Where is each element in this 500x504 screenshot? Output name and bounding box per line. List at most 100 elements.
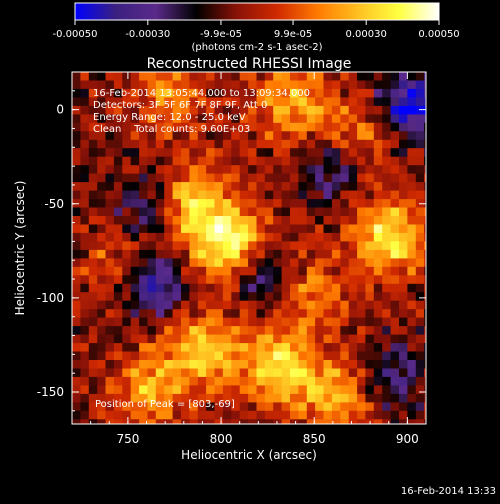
heatmap-cell [290,80,299,90]
heatmap-cell [365,317,375,327]
heatmap-cell [139,402,149,412]
heatmap-cell [139,224,149,234]
heatmap-cell [214,393,224,403]
heatmap-cell [239,292,249,302]
heatmap-cell [181,148,190,158]
heatmap-cell [164,419,174,424]
heatmap-cell [298,292,308,302]
heatmap-cell [122,376,132,386]
heatmap-cell [298,343,308,353]
heatmap-cell [315,283,325,293]
heatmap-cell [281,97,291,107]
heatmap-cell [181,334,190,344]
heatmap-cell [323,88,333,98]
heatmap-cell [298,241,308,251]
heatmap-cell [273,300,283,310]
heatmap-cell [214,283,224,293]
heatmap-cell [197,343,207,353]
heatmap-cell [206,419,216,424]
heatmap-cell [155,300,165,310]
heatmap-cell [365,190,375,200]
heatmap-cell [273,88,283,98]
heatmap-cell [147,393,157,403]
heatmap-cell [407,139,417,149]
heatmap-cell [415,309,425,319]
heatmap-cell [222,224,232,234]
heatmap-cell [97,376,107,386]
heatmap-cell [155,368,165,378]
heatmap-cell [357,258,367,268]
heatmap-cell [80,343,90,353]
heatmap-cell [130,292,140,302]
heatmap-cell [231,182,241,192]
heatmap-cell [181,326,190,336]
heatmap-cell [72,88,81,98]
heatmap-cell [281,114,291,124]
heatmap-cell [382,216,392,226]
heatmap-cell [231,199,241,209]
heatmap-cell [105,241,115,251]
heatmap-cell [239,309,249,319]
heatmap-cell [122,334,132,344]
heatmap-cell [197,385,207,395]
heatmap-cell [147,97,157,107]
heatmap-cell [315,249,325,259]
heatmap-cell [264,360,274,370]
heatmap-cell [248,97,258,107]
heatmap-cell [348,249,358,259]
heatmap-cell [340,376,350,386]
heatmap-cell [206,249,216,259]
heatmap-cell [130,80,140,90]
heatmap-cell [72,148,81,158]
heatmap-cell [80,114,90,124]
heatmap-cell [164,317,174,327]
heatmap-cell [231,232,241,242]
heatmap-cell [373,376,383,386]
heatmap-cell [147,376,157,386]
heatmap-cell [214,275,224,285]
heatmap-cell [348,80,358,90]
heatmap-cell [399,283,408,293]
heatmap-cell [373,165,383,175]
heatmap-cell [181,351,190,361]
heatmap-cell [264,283,274,293]
heatmap-cell [306,80,316,90]
heatmap-cell [382,156,392,166]
heatmap-cell [164,80,174,90]
heatmap-cell [298,156,308,166]
heatmap-cell [323,309,333,319]
heatmap-cell [390,419,400,424]
heatmap-cell [281,275,291,285]
heatmap-cell [306,283,316,293]
heatmap-cell [273,360,283,370]
heatmap-cell [407,105,417,115]
heatmap-cell [197,173,207,183]
heatmap-cell [248,292,258,302]
heatmap-cell [164,241,174,251]
heatmap-cell [172,241,182,251]
heatmap-cell [348,173,358,183]
heatmap-cell [105,122,115,132]
heatmap-cell [290,165,299,175]
heatmap-cell [290,343,299,353]
heatmap-cell [214,402,224,412]
heatmap-cell [415,241,425,251]
plot-frame [71,71,427,425]
heatmap-cell [105,224,115,234]
heatmap-cell [281,165,291,175]
heatmap-cell [256,334,266,344]
heatmap-cell [407,292,417,302]
heatmap-cell [424,105,426,115]
heatmap-cell [80,410,90,420]
heatmap-cell [399,249,408,259]
heatmap-cell [105,199,115,209]
heatmap-cell [222,376,232,386]
heatmap-cell [323,131,333,141]
heatmap-cell [130,207,140,217]
heatmap-cell [340,131,350,141]
heatmap-cell [197,131,207,141]
heatmap-cell [222,148,232,158]
heatmap-cell [415,207,425,217]
heatmap-cell [264,351,274,361]
